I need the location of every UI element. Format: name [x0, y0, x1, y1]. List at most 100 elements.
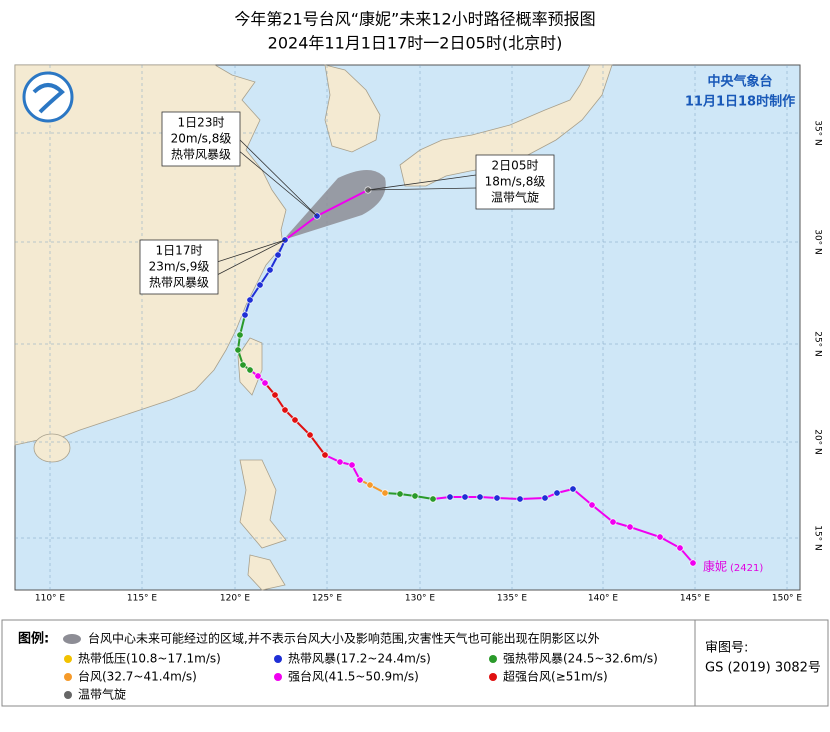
track-line — [324, 454, 361, 481]
track-point — [239, 361, 247, 369]
longitude-label: 150° E — [772, 594, 803, 604]
track-point — [493, 494, 501, 502]
leader-line — [216, 239, 286, 276]
longitude-label: 135° E — [497, 594, 528, 604]
latitude-label: 25° N — [813, 331, 823, 357]
track-line — [384, 492, 434, 500]
longitude-label: 120° E — [220, 594, 251, 604]
track-point — [553, 489, 561, 497]
track-point — [381, 489, 389, 497]
track-point — [476, 493, 484, 501]
logo-mark — [32, 83, 65, 114]
korea — [324, 64, 381, 153]
legend-label: 强台风(41.5~50.9m/s) — [288, 669, 419, 684]
track-point — [266, 266, 274, 274]
track-point — [461, 493, 469, 501]
track-point — [246, 296, 254, 304]
legend-swatch — [64, 691, 72, 699]
philippines-south — [247, 554, 286, 591]
annotation-text: 1日17时 — [156, 244, 203, 258]
legend-swatch — [489, 655, 497, 663]
annotation-text: 热带风暴级 — [171, 148, 231, 162]
track-point — [256, 281, 264, 289]
logo — [22, 71, 74, 123]
annotation-box — [161, 111, 241, 167]
legend-title: 图例: — [18, 631, 49, 647]
legend-label: 热带风暴(17.2~24.4m/s) — [288, 652, 431, 666]
legend-swatch — [64, 655, 72, 663]
track-point — [411, 492, 419, 500]
legend-label: 强热带风暴(24.5~32.6m/s) — [503, 652, 658, 666]
japan — [399, 64, 613, 187]
luzon — [239, 459, 287, 549]
legend-box — [1, 619, 829, 707]
track-point — [241, 311, 249, 319]
track-point — [429, 495, 437, 503]
issue-time: 11月1日18时制作 — [685, 94, 795, 110]
longitude-label: 110° E — [35, 594, 66, 604]
track-point — [446, 493, 454, 501]
leader-line — [237, 149, 318, 217]
annotation-text: 温带气旋 — [491, 190, 539, 205]
track-point — [261, 379, 269, 387]
legend-label: 台风(32.7~41.4m/s) — [78, 669, 197, 684]
annotation-text: 2日05时 — [492, 159, 539, 173]
track-point — [366, 481, 374, 489]
leader-line — [216, 239, 286, 263]
leader-lines — [216, 137, 477, 276]
track-point — [281, 406, 289, 414]
legend-cone-swatch — [63, 634, 81, 644]
title-line1: 今年第21号台风“康妮”未来12小时路径概率预报图 — [234, 10, 595, 29]
storm-name: 康妮 — [703, 559, 727, 574]
title-line2: 2024年11月1日17时一2日05时(北京时) — [268, 34, 563, 53]
legend-swatch — [489, 673, 497, 681]
latitude-label: 20° N — [813, 429, 823, 455]
leader-line — [237, 137, 318, 217]
annotation-text: 1日23时 — [178, 116, 225, 130]
track-point — [274, 251, 282, 259]
agency-name: 中央气象台 — [707, 74, 772, 90]
storm-number: (2421) — [730, 563, 763, 574]
track-point — [348, 461, 356, 469]
track-point — [588, 501, 596, 509]
longitude-label: 140° E — [588, 594, 619, 604]
track-point — [676, 544, 684, 552]
review-code: GS (2019) 3082号 — [705, 661, 821, 676]
track-point — [569, 485, 577, 493]
track — [234, 186, 697, 567]
longitude-label: 125° E — [312, 594, 343, 604]
annotation-text: 23m/s,9级 — [149, 260, 210, 274]
review-label: 审图号: — [705, 641, 748, 656]
track-point — [254, 372, 262, 380]
track-point — [541, 494, 549, 502]
latitude-label: 15° N — [813, 525, 823, 551]
latitude-label: 35° N — [813, 120, 823, 146]
annotation-text: 18m/s,8级 — [485, 175, 546, 189]
longitude-label: 115° E — [127, 594, 158, 604]
track-point — [291, 416, 299, 424]
legend-swatch — [274, 673, 282, 681]
annotation-box — [139, 239, 219, 295]
track-point — [626, 523, 634, 531]
graticule: 110° E 115° E 120° E 125° E 130° E 135° E 140°… — [15, 65, 823, 604]
track-point — [236, 331, 244, 339]
hainan — [33, 433, 71, 463]
legend-cone-text: 台风中心未来可能经过的区域,并不表示台风大小及影响范围,灾害性天气也可能出现在阴… — [88, 631, 600, 646]
track-point — [336, 458, 344, 466]
track-point — [321, 451, 329, 459]
leader-line — [367, 174, 477, 191]
track-point — [246, 366, 254, 374]
track-point — [396, 490, 404, 498]
track-point — [271, 391, 279, 399]
track-point — [689, 559, 697, 567]
annotation-text: 热带风暴级 — [149, 276, 209, 290]
legend-label: 温带气旋 — [78, 687, 126, 702]
track-point — [234, 346, 242, 354]
leader-line — [367, 187, 477, 191]
track-point — [609, 518, 617, 526]
track-point — [356, 476, 364, 484]
annotation-box — [475, 154, 555, 210]
latitude-label: 30° N — [813, 229, 823, 255]
legend-label: 热带低压(10.8~17.1m/s) — [78, 652, 221, 666]
